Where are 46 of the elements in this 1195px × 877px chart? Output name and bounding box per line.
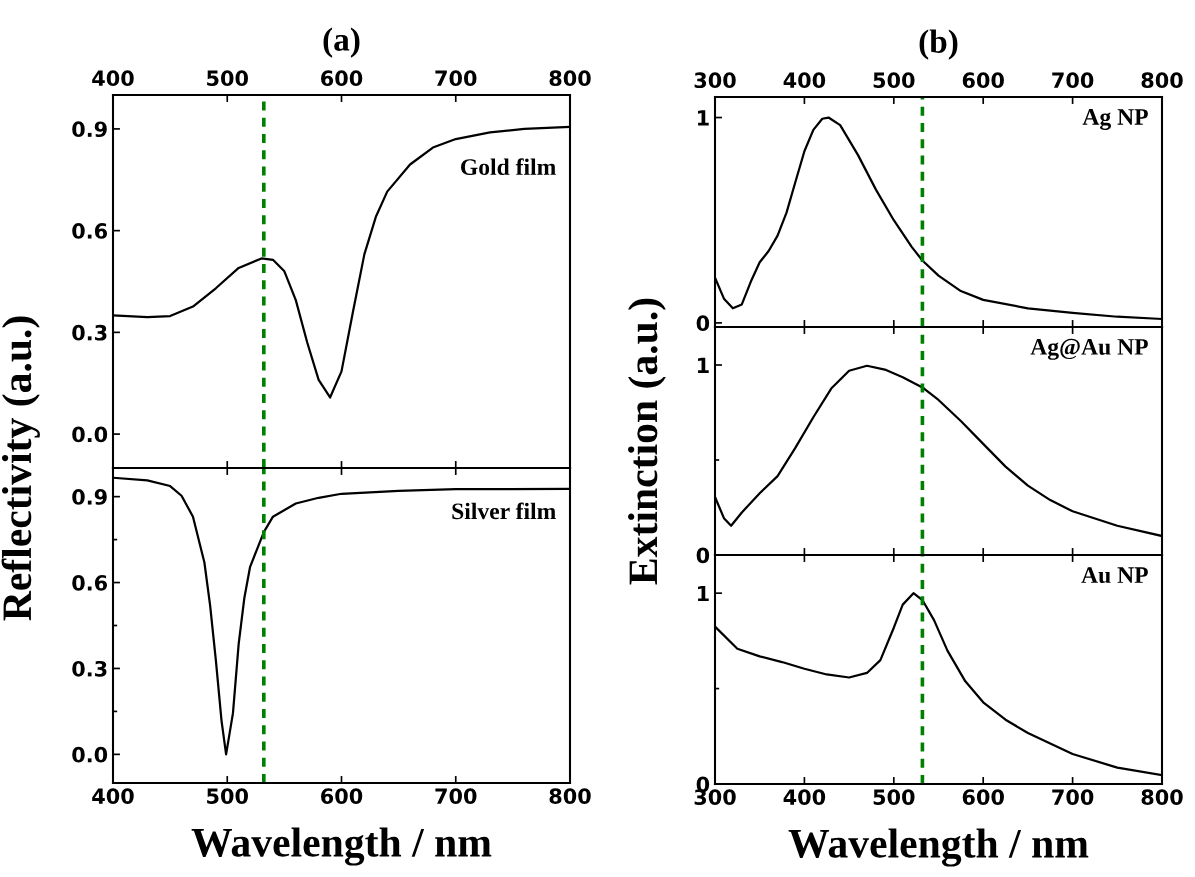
x-tick-label: 600	[962, 789, 1004, 805]
annotation: Ag NP	[1082, 109, 1148, 130]
x2-tick-label: 800	[549, 70, 591, 87]
y-tick-label: 1	[697, 110, 709, 126]
y-tick-label: 0.3	[72, 324, 107, 341]
annotation: Gold film	[461, 158, 556, 176]
x2-tick-label: 700	[1052, 72, 1094, 89]
x2-tick-label: 700	[435, 70, 477, 87]
x2-tick-label: 600	[962, 72, 1004, 89]
x-tick-label: 600	[321, 788, 363, 804]
x-tick-label: 700	[1052, 789, 1094, 805]
x2-tick-label: 600	[321, 70, 363, 87]
x-tick-label: 800	[1141, 789, 1183, 805]
y-tick-label: 0	[696, 315, 710, 332]
x2-tick-label: 500	[207, 70, 248, 87]
x-axis-title: Wavelength / nm	[191, 827, 492, 866]
y-tick-label: 1	[697, 585, 709, 602]
x-tick-label: 500	[873, 789, 915, 805]
y-tick-label: 0.0	[72, 426, 108, 443]
y-tick-label: 0.6	[72, 223, 108, 239]
x2-tick-label: 800	[1141, 72, 1183, 89]
y-tick-label: 0.9	[72, 121, 107, 138]
y-tick-label: 0	[696, 547, 710, 564]
x-axis-title: Wavelength / nm	[788, 828, 1089, 867]
chart-title: (a)	[323, 27, 360, 58]
chart-title: (b)	[919, 29, 958, 60]
annotation: Silver film	[452, 502, 556, 520]
x-tick-label: 500	[207, 788, 248, 804]
x2-tick-label: 400	[92, 70, 134, 87]
x2-tick-label: 300	[694, 72, 736, 89]
x-tick-label: 700	[435, 788, 477, 804]
x-tick-label: 800	[549, 788, 591, 804]
y-axis-title: Extinction (a.u.)	[628, 298, 666, 585]
line-series	[113, 125, 570, 399]
y-axis-title: Reflectivity (a.u.)	[1, 316, 40, 621]
y-tick-label: 0.3	[72, 660, 107, 677]
y-tick-label: 1	[697, 357, 709, 373]
x2-tick-label: 500	[873, 72, 915, 89]
y-tick-label: 0.0	[72, 746, 108, 763]
y-tick-label: 0.6	[72, 575, 108, 591]
x-tick-label: 400	[783, 789, 826, 805]
annotation: Au NP	[1081, 567, 1148, 584]
x-tick-label: 400	[92, 788, 134, 804]
x2-tick-label: 400	[783, 72, 826, 89]
annotation: Ag@Au NP	[1030, 338, 1148, 360]
y-tick-label: 0.9	[72, 489, 107, 505]
